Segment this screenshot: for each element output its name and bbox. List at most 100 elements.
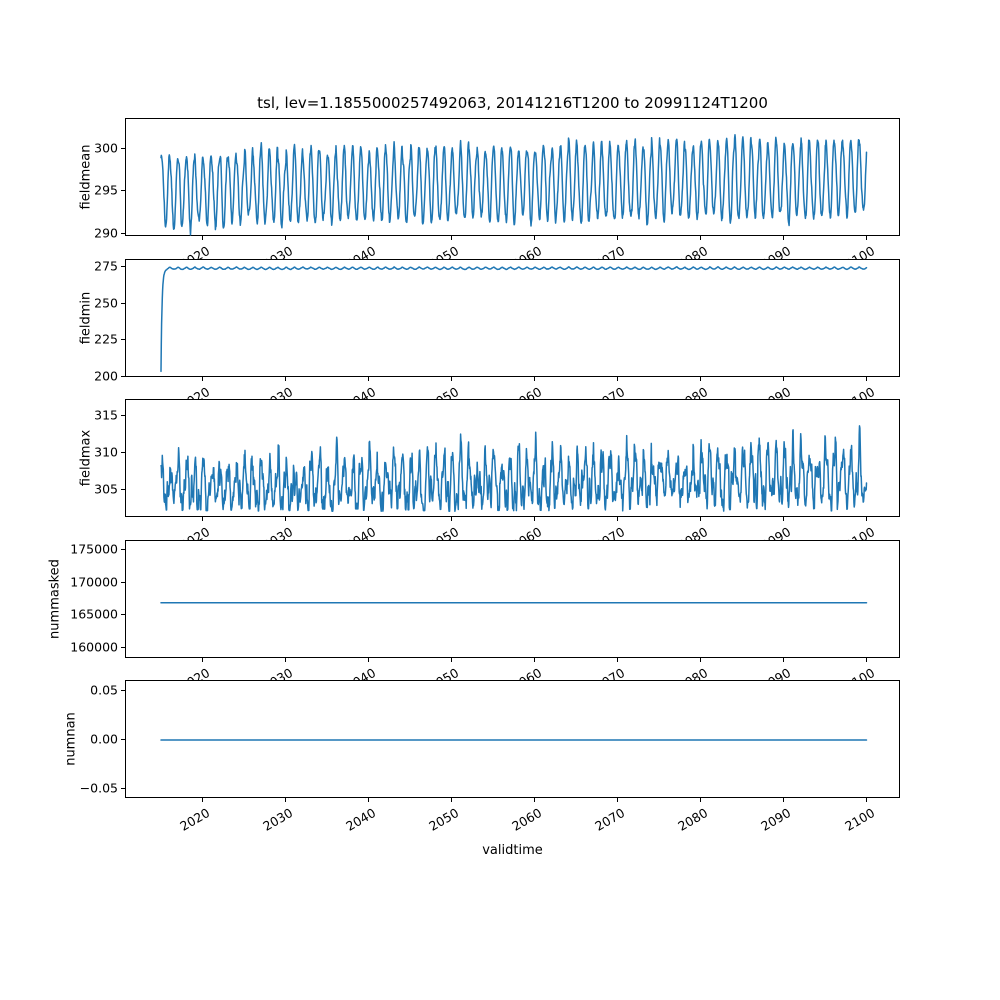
y-tick-mark xyxy=(121,233,125,234)
y-axis-label-nummasked: nummasked xyxy=(47,558,63,639)
axes-numnan xyxy=(125,680,900,798)
y-tick-mark xyxy=(121,788,125,789)
y-tick-label: 300 xyxy=(94,140,118,156)
y-tick-label: 275 xyxy=(94,258,118,274)
y-tick-mark xyxy=(121,647,125,648)
series-line-fieldmax xyxy=(160,425,868,513)
y-tick-label: 225 xyxy=(94,331,118,347)
y-tick-mark xyxy=(121,489,125,490)
x-axis-label: validtime xyxy=(482,843,543,858)
x-tick-mark xyxy=(451,517,452,521)
y-tick-label: 305 xyxy=(94,481,118,497)
x-tick-mark xyxy=(368,236,369,240)
x-tick-mark xyxy=(866,517,867,521)
y-tick-mark xyxy=(121,452,125,453)
x-tick-mark xyxy=(700,376,701,381)
x-tick-label: 2030 xyxy=(260,805,296,834)
x-tick-mark xyxy=(617,657,618,662)
x-tick-mark xyxy=(534,517,535,521)
x-tick-mark xyxy=(617,798,618,802)
y-tick-mark xyxy=(121,614,125,615)
x-tick-mark xyxy=(368,798,369,802)
y-tick-label: 250 xyxy=(94,295,118,311)
x-tick-mark xyxy=(534,236,535,240)
x-tick-mark xyxy=(285,517,286,521)
x-tick-mark xyxy=(617,236,618,240)
x-tick-mark xyxy=(202,376,203,381)
y-tick-label: 170000 xyxy=(70,574,118,590)
x-tick-mark xyxy=(866,657,867,662)
x-tick-mark xyxy=(783,798,784,802)
x-tick-mark xyxy=(285,657,286,662)
y-tick-mark xyxy=(121,549,125,550)
x-tick-mark xyxy=(202,236,203,240)
x-tick-mark xyxy=(866,798,867,802)
x-tick-mark xyxy=(285,798,286,802)
x-tick-mark xyxy=(368,376,369,381)
x-tick-label: 2060 xyxy=(509,805,545,834)
x-tick-mark xyxy=(202,517,203,521)
series-line-fieldmin xyxy=(160,265,868,372)
x-tick-label: 2040 xyxy=(343,805,379,834)
axes-nummasked xyxy=(125,539,900,658)
y-tick-label: 290 xyxy=(94,225,118,241)
axes-fieldmean xyxy=(125,118,900,236)
x-tick-label: 2020 xyxy=(177,805,213,834)
y-tick-label: 165000 xyxy=(70,606,118,622)
x-tick-mark xyxy=(700,798,701,802)
plot-svg-nummasked xyxy=(160,601,868,603)
y-tick-mark xyxy=(121,303,125,304)
y-tick-label: 315 xyxy=(94,407,118,423)
y-tick-mark xyxy=(121,582,125,583)
x-tick-mark xyxy=(783,236,784,240)
plot-svg-numnan xyxy=(160,739,868,741)
x-tick-mark xyxy=(368,657,369,662)
y-tick-mark xyxy=(121,690,125,691)
y-tick-label: 160000 xyxy=(70,639,118,655)
x-tick-mark xyxy=(783,657,784,662)
y-tick-mark xyxy=(121,148,125,149)
x-tick-mark xyxy=(534,376,535,381)
x-tick-label: 2090 xyxy=(758,805,794,834)
plot-svg-fieldmax xyxy=(160,425,868,513)
axes-fieldmin xyxy=(125,258,900,377)
x-tick-mark xyxy=(617,517,618,521)
x-tick-mark xyxy=(866,236,867,240)
x-tick-mark xyxy=(700,657,701,662)
y-tick-label: 175000 xyxy=(70,541,118,557)
x-tick-mark xyxy=(451,657,452,662)
x-tick-mark xyxy=(451,236,452,240)
y-tick-label: 0.05 xyxy=(90,682,118,698)
x-tick-mark xyxy=(202,657,203,662)
series-line-fieldmean xyxy=(160,134,868,236)
x-tick-label: 2100 xyxy=(841,805,877,834)
y-tick-mark xyxy=(121,739,125,740)
x-tick-mark xyxy=(783,517,784,521)
x-tick-mark xyxy=(285,236,286,240)
plot-svg-fieldmin xyxy=(160,265,868,372)
y-tick-mark xyxy=(121,266,125,267)
chart-title: tsl, lev=1.1855000257492063, 20141216T12… xyxy=(257,94,768,112)
y-tick-label: 0.00 xyxy=(90,731,118,747)
y-tick-label: 200 xyxy=(94,368,118,384)
y-tick-mark xyxy=(121,190,125,191)
x-tick-mark xyxy=(451,376,452,381)
x-tick-mark xyxy=(368,517,369,521)
x-tick-mark xyxy=(617,376,618,381)
y-tick-label: −0.05 xyxy=(79,780,118,796)
axes-fieldmax xyxy=(125,399,900,517)
x-tick-mark xyxy=(783,376,784,381)
x-tick-mark xyxy=(451,798,452,802)
y-tick-label: 295 xyxy=(94,182,118,198)
x-tick-mark xyxy=(534,657,535,662)
x-tick-mark xyxy=(700,236,701,240)
x-tick-label: 2080 xyxy=(675,805,711,834)
x-tick-mark xyxy=(700,517,701,521)
x-tick-mark xyxy=(202,798,203,802)
x-tick-mark xyxy=(534,798,535,802)
x-tick-label: 2050 xyxy=(426,805,462,834)
x-tick-mark xyxy=(866,376,867,381)
y-tick-mark xyxy=(121,376,125,377)
y-tick-label: 310 xyxy=(94,444,118,460)
